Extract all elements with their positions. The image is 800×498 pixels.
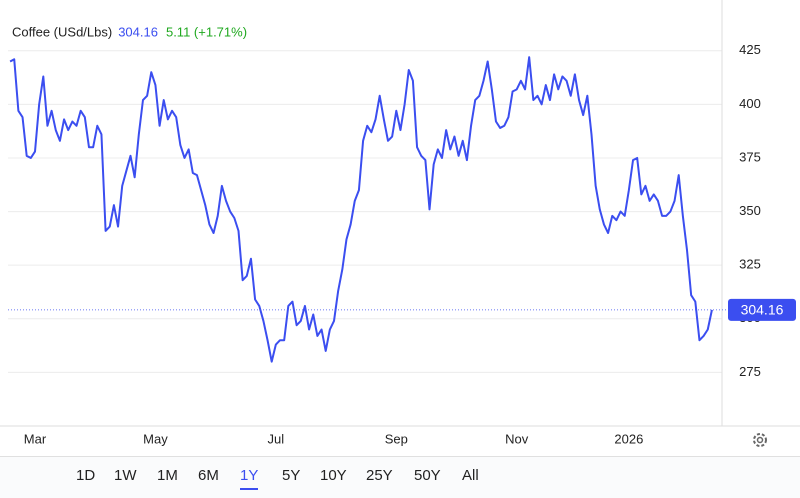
price-line — [9, 56, 713, 363]
y-tick-label: 325 — [739, 257, 761, 272]
y-tick-label: 275 — [739, 364, 761, 379]
range-button[interactable]: 50Y — [414, 467, 441, 484]
x-tick-label: Mar — [24, 431, 47, 446]
range-button[interactable]: 6M — [198, 467, 219, 484]
last-price-label: 304.16 — [741, 302, 784, 318]
x-tick-label: Nov — [505, 431, 529, 446]
range-bar: 1D 1W 1M 6M 1Y 5Y 10Y 25Y 50Y All — [0, 456, 800, 498]
chart-title: Coffee (USd/Lbs) — [12, 24, 112, 39]
range-button[interactable]: 5Y — [282, 467, 301, 484]
x-tick-label: Sep — [385, 431, 408, 446]
y-tick-label: 375 — [739, 149, 761, 164]
header-change: 5.11 (+1.71%) — [166, 24, 247, 39]
settings-icon[interactable] — [753, 433, 767, 447]
header-price: 304.16 — [118, 24, 158, 39]
range-button[interactable]: 10Y — [320, 467, 347, 484]
range-button[interactable]: 1M — [157, 467, 178, 484]
range-button[interactable]: 25Y — [366, 467, 393, 484]
x-tick-label: Jul — [268, 431, 285, 446]
y-tick-label: 425 — [739, 42, 761, 57]
chart: Coffee (USd/Lbs) 304.16 5.11 (+1.71%) 27… — [0, 0, 800, 447]
x-tick-label: 2026 — [614, 431, 643, 446]
range-button[interactable]: 1D — [76, 467, 96, 484]
last-price-tag — [728, 298, 796, 321]
x-tick-label: May — [143, 431, 168, 446]
y-tick-label: 400 — [739, 96, 761, 111]
range-button[interactable]: 1W — [114, 467, 137, 484]
range-button[interactable]: 1Y — [240, 467, 259, 490]
y-tick-label: 350 — [739, 203, 761, 218]
range-button[interactable]: All — [462, 467, 479, 484]
